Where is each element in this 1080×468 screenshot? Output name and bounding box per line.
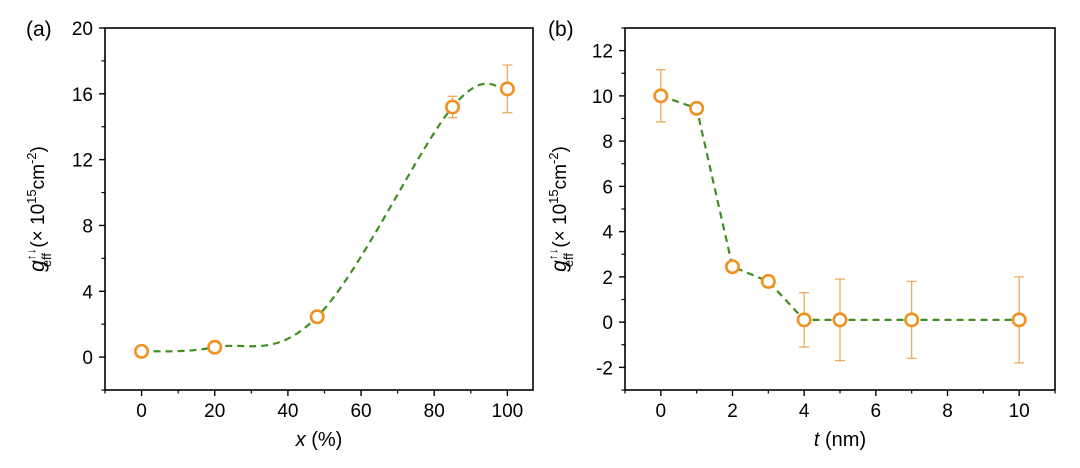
y-tick-label: 12: [592, 42, 613, 63]
x-tick-label: 80: [424, 401, 445, 422]
y-tick-label: 0: [602, 313, 613, 334]
y-tick-label: 4: [602, 223, 613, 244]
x-tick-label: 0: [656, 401, 667, 422]
series-line: [141, 82, 508, 353]
data-point: [760, 273, 776, 289]
y-label-suffix: ): [550, 146, 571, 152]
data-point: [1011, 312, 1027, 328]
data-point: [134, 343, 150, 359]
data-point: [207, 339, 223, 355]
y-label-unit: cm: [550, 164, 571, 189]
y-label-exponent: 15: [24, 189, 39, 203]
y-label-prefix: (× 10: [28, 204, 49, 253]
y-label-subscript: eff: [561, 253, 576, 268]
data-point: [832, 312, 848, 328]
y-tick-label: 0: [82, 348, 93, 369]
x-tick-label: 40: [277, 401, 298, 422]
x-axis-var: t: [814, 429, 821, 451]
y-axis-label: g↑↓eff (× 1015cm-2): [24, 146, 54, 272]
x-axis-unit: (nm): [819, 429, 866, 451]
y-tick-label: 2: [602, 268, 613, 289]
y-label-exponent: 15: [546, 189, 561, 203]
x-axis-unit: (%): [306, 429, 343, 451]
data-point: [796, 312, 812, 328]
plot-frame: [104, 27, 534, 391]
x-tick-label: 6: [871, 401, 882, 422]
y-label-exponent2: -2: [546, 152, 561, 164]
y-label-superscript: ↑↓: [546, 248, 560, 260]
x-tick-label: 8: [942, 401, 953, 422]
y-label-superscript: ↑↓: [24, 248, 38, 260]
x-tick-label: 10: [1009, 401, 1030, 422]
data-point: [445, 99, 461, 115]
data-point: [653, 88, 669, 104]
x-tick-label: 20: [204, 401, 225, 422]
x-tick-label: 100: [492, 401, 524, 422]
y-tick-label: -2: [596, 358, 613, 379]
y-label-suffix: ): [28, 146, 49, 152]
y-label-prefix: (× 10: [550, 204, 571, 253]
y-tick-label: 4: [82, 282, 93, 303]
data-point: [499, 81, 515, 97]
x-axis-label: t (nm): [814, 429, 866, 451]
x-tick-label: 2: [727, 401, 738, 422]
y-tick-label: 8: [82, 216, 93, 237]
y-tick-label: 6: [602, 177, 613, 198]
y-label-unit: cm: [28, 164, 49, 189]
x-tick-label: 4: [799, 401, 810, 422]
y-axis-label: g↑↓eff (× 1015cm-2): [546, 146, 576, 272]
y-label-symbol: g: [548, 260, 571, 272]
data-point: [689, 100, 705, 116]
y-label-subscript: eff: [39, 253, 54, 268]
y-tick-label: 8: [602, 132, 613, 153]
y-label-symbol: g: [26, 260, 49, 272]
panel-label: (b): [548, 18, 574, 41]
y-tick-label: 12: [72, 151, 93, 172]
x-axis-var: x: [295, 429, 307, 451]
x-tick-label: 0: [136, 401, 147, 422]
data-point: [904, 312, 920, 328]
y-tick-label: 20: [72, 19, 93, 40]
x-axis-label: x (%): [295, 429, 343, 451]
y-label-exponent2: -2: [24, 152, 39, 164]
series-line: [660, 94, 1020, 321]
panel-a: 0 20 40 60 80 100 0 4 8 12 16 20 (a) x (%) g↑↓eff (× 1…: [24, 18, 534, 451]
y-tick-label: 16: [72, 85, 93, 106]
x-tick-label: 60: [350, 401, 371, 422]
y-tick-label: 10: [592, 87, 613, 108]
data-point: [724, 259, 740, 275]
data-point: [309, 309, 325, 325]
panel-b: 0 2 4 6 8 10 -2 0 2 4 6 8 10 12 (b) t (nm) g↑↓eff (× 101…: [546, 18, 1056, 451]
panel-label: (a): [26, 18, 52, 41]
